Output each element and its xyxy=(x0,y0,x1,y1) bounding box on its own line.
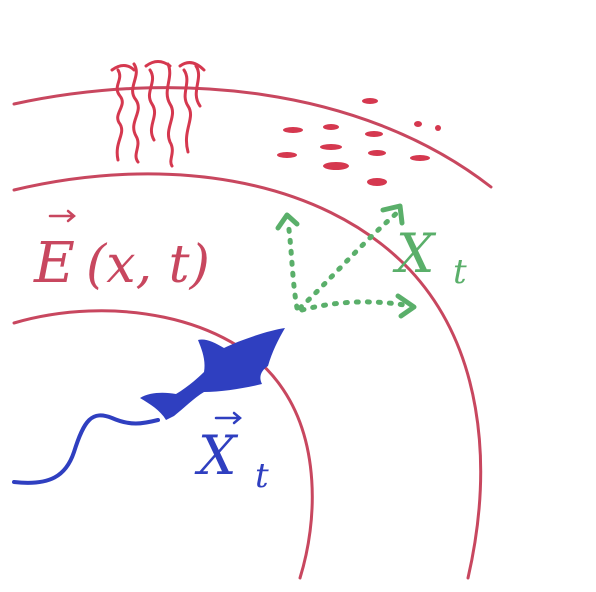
noise-strand xyxy=(194,64,202,108)
field-label-name: E xyxy=(33,231,75,296)
position-label-sub: t xyxy=(255,456,269,496)
noise-dash xyxy=(367,178,387,186)
noise-strand xyxy=(131,62,140,164)
field-contour-outer xyxy=(12,86,493,189)
velocity-label: X t xyxy=(392,222,467,292)
noise-dash xyxy=(323,124,339,130)
noise-dash xyxy=(365,131,383,137)
noise-strand xyxy=(182,68,193,154)
noise-dash xyxy=(323,162,349,170)
velocity-arrow-right xyxy=(299,299,413,313)
trajectory-path xyxy=(12,413,160,485)
noise-strands xyxy=(110,60,206,168)
noise-strand xyxy=(115,68,124,162)
arrowhead-up xyxy=(275,212,300,231)
noise-dash xyxy=(435,125,441,131)
field-contour-middle xyxy=(12,172,483,580)
velocity-arrow-up xyxy=(285,219,300,311)
field-label-args: (x, t) xyxy=(86,235,210,295)
noise-strand xyxy=(144,60,172,68)
velocity-arrow-diagonal xyxy=(297,209,401,311)
velocity-arrowheads xyxy=(275,203,417,319)
arrowhead-right xyxy=(395,293,417,319)
velocity-vectors xyxy=(285,209,413,313)
noise-dash xyxy=(320,144,342,150)
noise-dash xyxy=(277,152,297,158)
noise-dash xyxy=(414,121,422,127)
velocity-label-sub: t xyxy=(453,252,467,292)
noise-dash xyxy=(368,150,386,156)
noise-dash xyxy=(283,127,303,133)
field-contours xyxy=(12,86,493,580)
vector-arrow-icon xyxy=(214,411,242,425)
noise-region xyxy=(277,98,441,186)
noise-strand xyxy=(147,68,157,142)
noise-strand xyxy=(110,64,136,72)
fish-icon xyxy=(140,328,285,420)
arrowhead-diagonal xyxy=(380,203,405,226)
noise-dash xyxy=(410,155,430,161)
field-contour-inner xyxy=(12,309,314,580)
position-label-name: X xyxy=(194,424,239,487)
noise-dash xyxy=(362,98,378,104)
velocity-label-name: X xyxy=(392,222,437,285)
position-label: X t xyxy=(194,411,269,496)
field-label: E (x, t) xyxy=(33,209,210,296)
noise-strand xyxy=(178,61,206,72)
noise-strand xyxy=(165,62,175,168)
vector-arrow-icon xyxy=(48,209,76,223)
